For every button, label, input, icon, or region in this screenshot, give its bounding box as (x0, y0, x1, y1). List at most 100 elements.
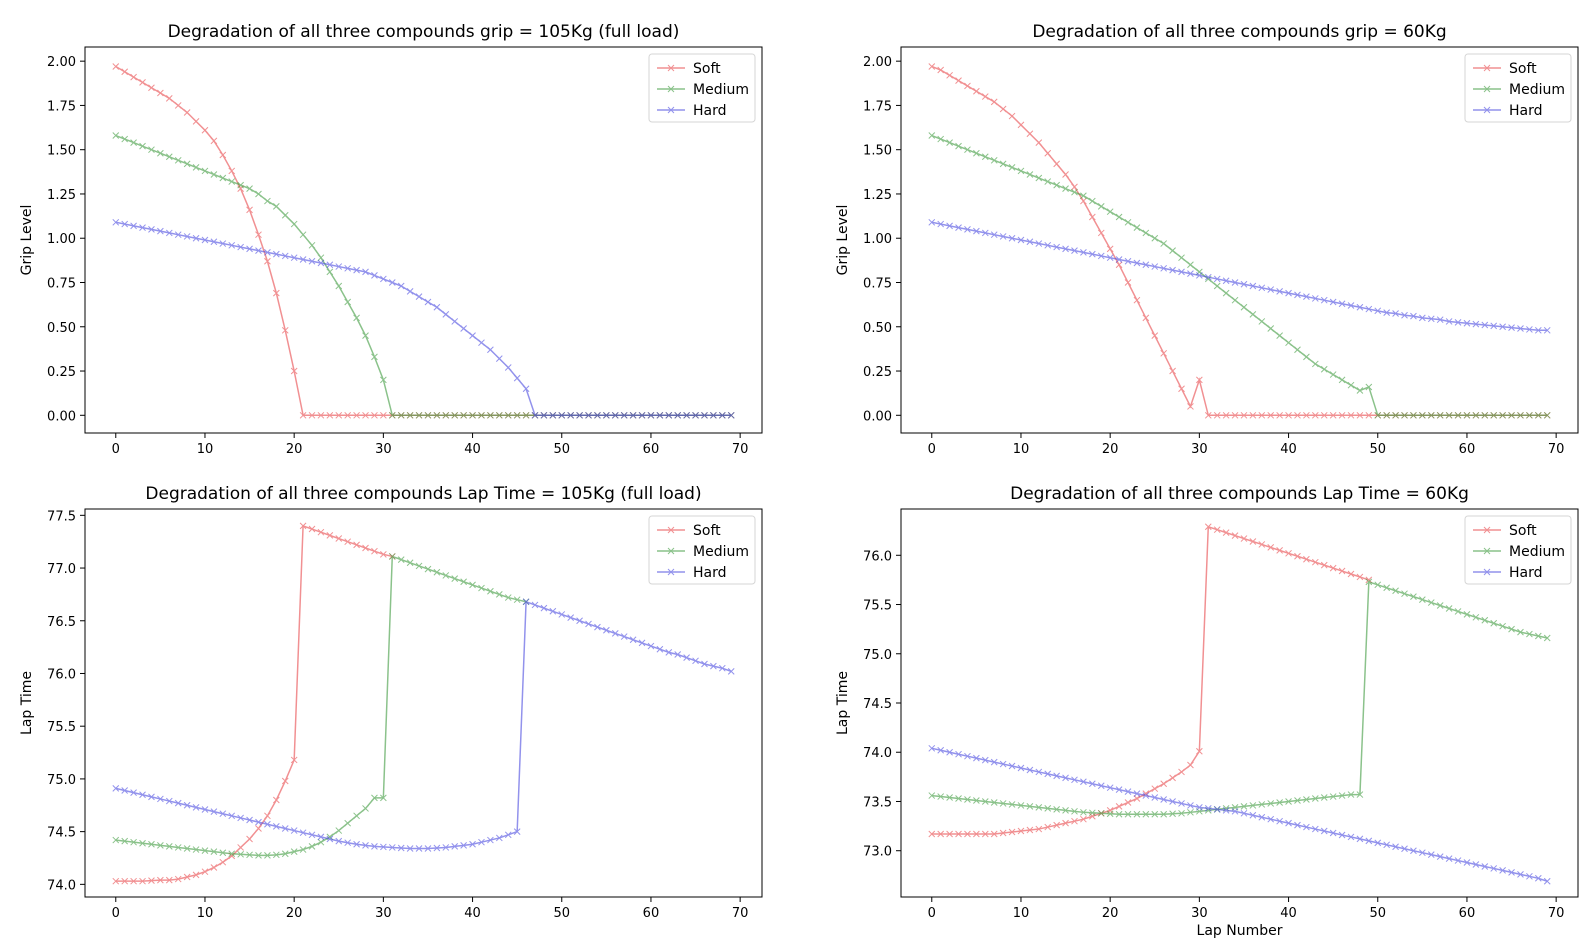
data-point (326, 261, 334, 269)
data-point (228, 241, 236, 249)
data-point (1543, 634, 1551, 642)
data-point (317, 833, 325, 841)
data-point (406, 845, 414, 852)
data-point (718, 411, 726, 419)
data-point (317, 528, 325, 536)
data-point (255, 247, 262, 254)
y-axis-label: Grip Level (835, 205, 851, 276)
data-point (317, 254, 325, 262)
y-tick-label: 2.00 (863, 55, 892, 70)
data-point (1097, 229, 1105, 237)
data-point (504, 364, 512, 371)
data-point (183, 873, 191, 881)
data-point (1338, 792, 1346, 799)
data-point (1418, 314, 1426, 322)
data-point (1222, 411, 1230, 419)
data-point (406, 287, 414, 295)
x-tick-label: 10 (1013, 442, 1030, 457)
data-point (272, 289, 280, 297)
data-point (380, 550, 387, 558)
data-point (353, 840, 360, 848)
series-line-hard (931, 221, 1548, 332)
data-point (1383, 411, 1391, 419)
y-tick-label: 73.0 (863, 845, 892, 860)
legend-swatch-medium (1473, 85, 1501, 93)
data-point (228, 850, 236, 858)
data-point (1044, 823, 1052, 831)
data-point (495, 355, 503, 362)
data-point (1187, 403, 1194, 410)
data-point (1106, 245, 1114, 253)
legend-marker (1483, 106, 1491, 114)
y-tick-label: 1.50 (47, 144, 76, 159)
legend-swatch-hard (1473, 106, 1501, 114)
data-point (335, 837, 343, 845)
data-point (237, 844, 245, 851)
data-point (981, 830, 989, 838)
data-point (487, 587, 494, 595)
x-tick-label: 50 (1369, 442, 1386, 457)
legend-label-soft: Soft (1509, 61, 1537, 77)
data-point (531, 411, 539, 419)
legend-box (1464, 515, 1572, 585)
data-point (990, 156, 998, 164)
data-point (1311, 360, 1319, 368)
data-point (1499, 622, 1506, 630)
y-tick-label: 2.00 (47, 55, 76, 70)
data-point (1356, 573, 1364, 581)
data-point (1454, 857, 1462, 864)
data-point (964, 830, 971, 838)
data-point (1008, 112, 1016, 120)
data-point (1142, 314, 1150, 322)
data-point (1017, 764, 1025, 772)
data-point (1454, 608, 1462, 615)
data-point (1329, 829, 1337, 837)
data-point (1097, 203, 1105, 210)
legend-label-medium: Medium (693, 82, 749, 98)
data-point (317, 259, 325, 267)
data-point (937, 746, 945, 754)
data-point (981, 798, 989, 805)
data-point (1062, 806, 1069, 814)
data-point (1463, 611, 1471, 618)
data-point (130, 222, 137, 230)
data-point (1151, 810, 1159, 818)
data-point (255, 231, 262, 239)
data-point (522, 411, 530, 419)
data-point (433, 303, 441, 311)
series-soft (928, 523, 1373, 838)
data-point (424, 298, 432, 306)
data-point (112, 836, 120, 844)
data-point (1383, 841, 1391, 849)
data-point (1285, 411, 1292, 419)
data-point (1329, 371, 1337, 378)
data-point (1026, 171, 1034, 178)
data-point (1187, 270, 1194, 277)
data-point (1472, 613, 1480, 621)
data-point (683, 411, 690, 419)
data-point (299, 411, 307, 419)
data-point (201, 126, 209, 134)
data-point (1365, 383, 1373, 391)
data-point (1490, 411, 1498, 419)
data-point (999, 160, 1007, 168)
data-point (1097, 252, 1105, 260)
data-point (183, 233, 191, 240)
legend-swatch-hard (1473, 568, 1501, 576)
data-point (1276, 411, 1283, 419)
legend-swatch-soft (1473, 526, 1501, 534)
data-point (1160, 796, 1168, 803)
data-point (1106, 810, 1114, 818)
data-point (1088, 197, 1096, 205)
legend-swatch-hard (657, 106, 685, 114)
data-point (1356, 835, 1364, 843)
data-point (210, 171, 218, 178)
chart-title: Degradation of all three compounds Lap T… (145, 484, 701, 504)
data-point (1383, 309, 1391, 316)
data-point (955, 224, 962, 231)
data-point (344, 264, 352, 272)
data-point (1276, 817, 1283, 825)
data-point (157, 795, 164, 803)
data-point (148, 226, 155, 233)
data-point (362, 411, 369, 419)
